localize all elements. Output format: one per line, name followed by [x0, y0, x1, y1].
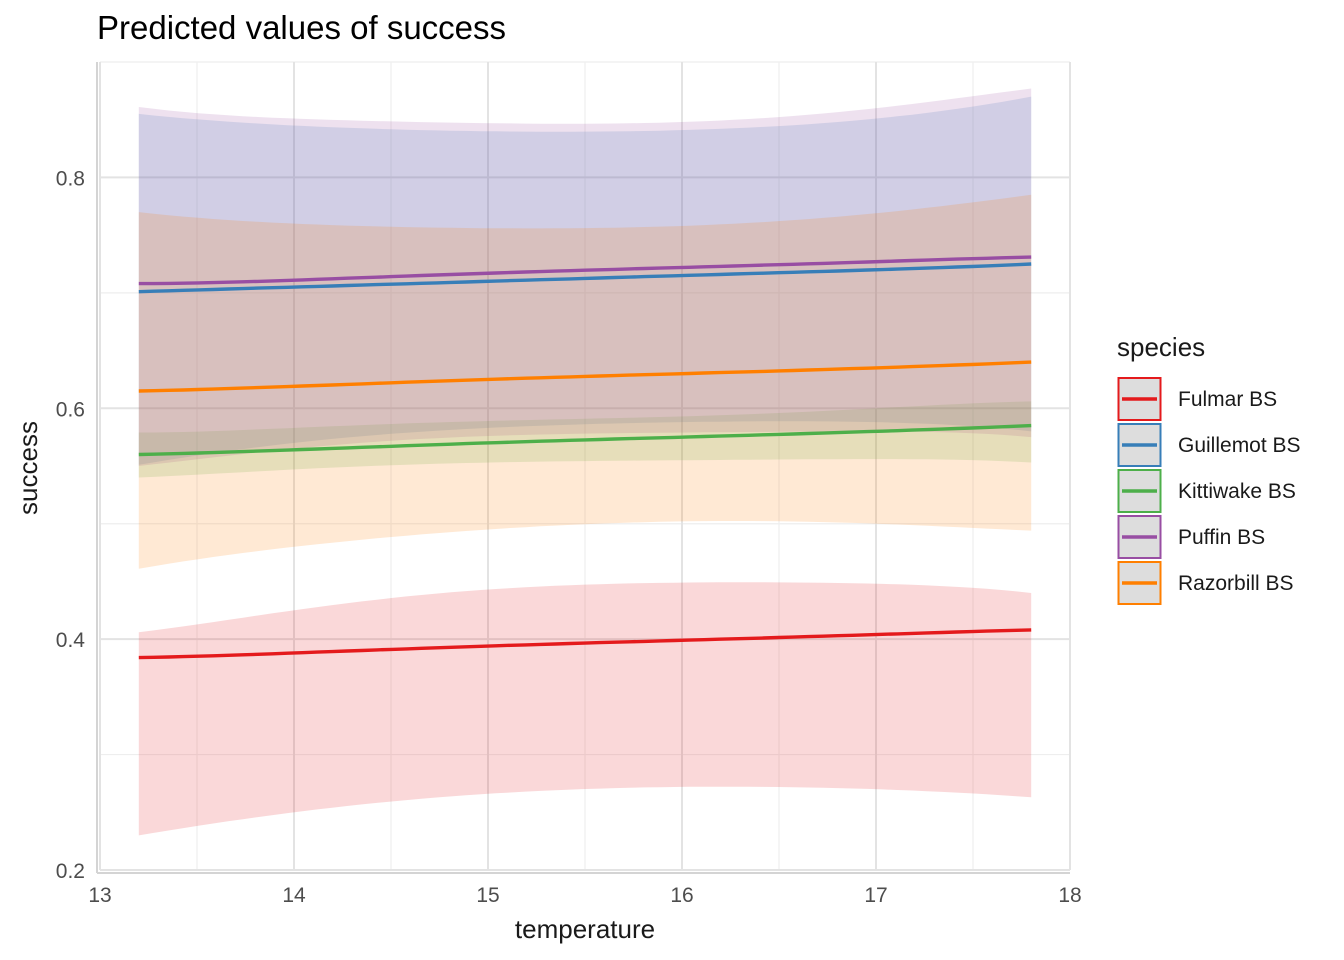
legend: species Fulmar BS Guillemot BS Kittiwake B…	[1117, 332, 1301, 605]
legend-label: Fulmar BS	[1178, 388, 1277, 411]
x-tick-label: 17	[864, 884, 887, 907]
minor-gridlines	[100, 61, 1070, 870]
axes	[96, 62, 1070, 874]
legend-item: Fulmar BS	[1117, 377, 1277, 421]
x-axis-title: temperature	[515, 914, 655, 944]
y-tick-label: 0.4	[56, 629, 86, 652]
ci-band-razorbill-bs	[138, 194, 1032, 569]
ci-band-guillemot-bs	[138, 96, 1032, 465]
legend-item: Razorbill BS	[1117, 561, 1294, 605]
line-puffin-bs	[138, 255, 1032, 286]
y-tick-label: 0.2	[56, 860, 85, 883]
legend-item: Puffin BS	[1117, 515, 1265, 559]
confidence-bands	[138, 88, 1032, 836]
y-axis-ticks: 0.2 0.4 0.6 0.8	[56, 167, 86, 883]
x-tick-label: 15	[476, 884, 499, 907]
ci-band-fulmar-bs	[138, 582, 1032, 836]
legend-label: Razorbill BS	[1178, 572, 1294, 595]
x-tick-label: 16	[670, 884, 693, 907]
legend-item: Kittiwake BS	[1117, 469, 1296, 513]
x-axis-ticks: 13 14 15 16 17 18	[88, 884, 1081, 907]
legend-title: species	[1117, 332, 1205, 362]
major-gridlines	[99, 62, 1071, 871]
line-razorbill-bs	[138, 360, 1032, 393]
prediction-lines	[138, 255, 1032, 660]
legend-label: Puffin BS	[1178, 526, 1265, 549]
legend-label: Kittiwake BS	[1178, 480, 1296, 503]
legend-label: Guillemot BS	[1178, 434, 1301, 457]
y-tick-label: 0.6	[56, 398, 85, 421]
x-tick-label: 14	[282, 884, 306, 907]
legend-item: Guillemot BS	[1117, 423, 1301, 467]
chart-title: Predicted values of success	[97, 9, 506, 46]
line-kittiwake-bs	[138, 423, 1032, 457]
line-fulmar-bs	[138, 628, 1032, 660]
y-tick-label: 0.8	[56, 167, 85, 190]
x-tick-label: 18	[1058, 884, 1081, 907]
y-axis-title: success	[13, 421, 43, 515]
line-guillemot-bs	[138, 262, 1032, 294]
x-tick-label: 13	[88, 884, 111, 907]
